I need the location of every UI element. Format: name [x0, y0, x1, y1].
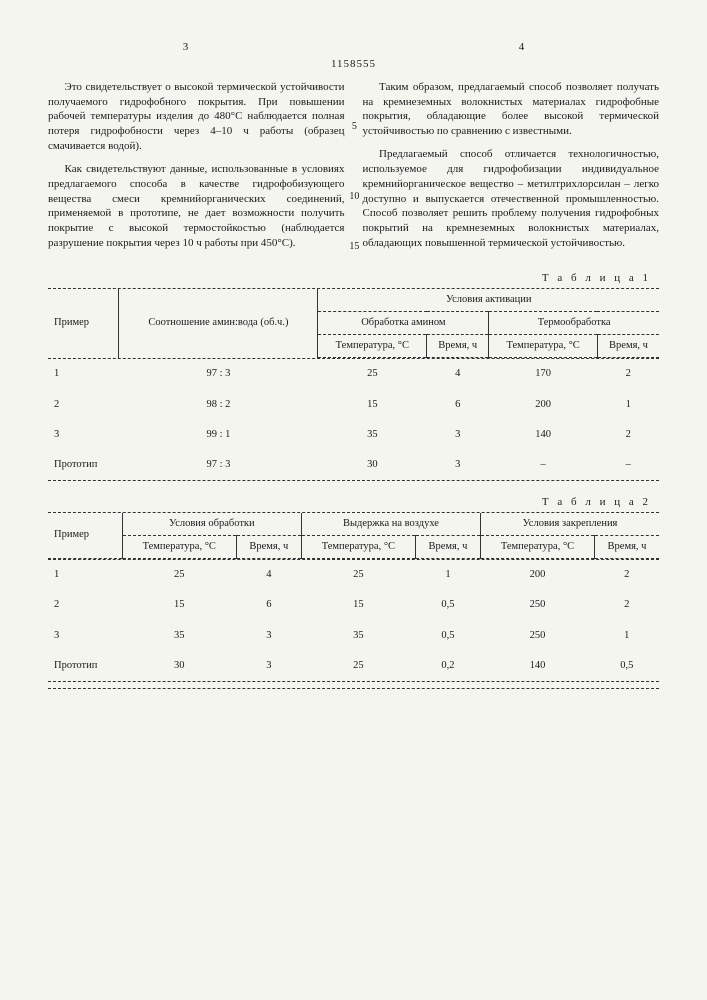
t1-r3-h1: 3	[427, 420, 489, 450]
text-columns: Это свидетельствует о высокой термическо…	[48, 80, 659, 259]
t1-r4-ex: Прототип	[48, 450, 119, 480]
t1-r1-ex: 1	[48, 359, 119, 389]
t2-head-time2: Время, ч	[415, 536, 480, 559]
t1-r2-h2: 1	[597, 390, 659, 420]
t2-r3-h3: 1	[595, 621, 660, 651]
table-row: Прототип 30 3 25 0,2 140 0,5	[48, 651, 659, 681]
t1-r3-t2: 140	[489, 420, 598, 450]
t1-r1-h2: 2	[597, 359, 659, 389]
t1-r3-ratio: 99 : 1	[119, 420, 318, 450]
left-column: Это свидетельствует о высокой термическо…	[48, 80, 345, 259]
document-number: 1158555	[48, 57, 659, 72]
t1-head-time1: Время, ч	[427, 335, 489, 358]
t2-r1-h1: 4	[236, 560, 301, 590]
t1-r2-t2: 200	[489, 390, 598, 420]
t2-r4-t2: 25	[301, 651, 415, 681]
table2-caption: Т а б л и ц а 2	[48, 495, 659, 510]
t1-r1-t2: 170	[489, 359, 598, 389]
t2-r4-t1: 30	[122, 651, 236, 681]
t2-r3-t2: 35	[301, 621, 415, 651]
t1-r4-ratio: 97 : 3	[119, 450, 318, 480]
page-numbers: 3 4	[48, 40, 659, 55]
t1-r4-t1: 30	[318, 450, 427, 480]
t1-r2-ex: 2	[48, 390, 119, 420]
t1-r4-h1: 3	[427, 450, 489, 480]
t2-head-temp2: Температура, °С	[301, 536, 415, 559]
t1-head-temp2: Температура, °С	[489, 335, 598, 358]
t2-r4-h3: 0,5	[595, 651, 660, 681]
right-para-1: Таким образом, предлагаемый способ позво…	[363, 80, 660, 139]
t1-r3-ex: 3	[48, 420, 119, 450]
t2-r2-h2: 0,5	[415, 590, 480, 620]
table-row: 3 99 : 1 35 3 140 2	[48, 420, 659, 450]
t2-r3-t3: 250	[481, 621, 595, 651]
t2-r2-h3: 2	[595, 590, 660, 620]
t2-head-time1: Время, ч	[236, 536, 301, 559]
t1-head-example: Пример	[48, 289, 119, 358]
t2-r1-h2: 1	[415, 560, 480, 590]
line-number-5: 5	[347, 120, 361, 134]
t2-r4-h1: 3	[236, 651, 301, 681]
t1-r3-h2: 2	[597, 420, 659, 450]
t2-head-time3: Время, ч	[595, 536, 660, 559]
t2-r2-t2: 15	[301, 590, 415, 620]
t1-r2-ratio: 98 : 2	[119, 390, 318, 420]
t2-r2-t1: 15	[122, 590, 236, 620]
t2-head-temp1: Температура, °С	[122, 536, 236, 559]
table1-caption: Т а б л и ц а 1	[48, 271, 659, 286]
t2-r1-t3: 200	[481, 560, 595, 590]
table-row: Прототип 97 : 3 30 3 – –	[48, 450, 659, 480]
t1-head-activation: Условия активации	[318, 289, 659, 312]
page-num-right: 4	[384, 40, 659, 55]
t1-r1-ratio: 97 : 3	[119, 359, 318, 389]
line-number-15: 15	[347, 240, 361, 254]
right-para-2: Предлагаемый способ отличается технологи…	[363, 147, 660, 251]
table-row: 1 25 4 25 1 200 2	[48, 560, 659, 590]
left-para-2: Как свидетельствуют данные, использованн…	[48, 162, 345, 251]
t2-head-example: Пример	[48, 513, 122, 559]
table-row: 2 98 : 2 15 6 200 1	[48, 390, 659, 420]
t2-head-processing: Условия обработки	[122, 513, 301, 536]
t1-r2-t1: 15	[318, 390, 427, 420]
t2-r1-h3: 2	[595, 560, 660, 590]
t2-r3-t1: 35	[122, 621, 236, 651]
t1-head-ratio: Соотношение амин:вода (об.ч.)	[119, 289, 318, 358]
t2-r1-ex: 1	[48, 560, 122, 590]
t1-head-thermo: Термообработка	[489, 311, 659, 334]
t2-r3-h1: 3	[236, 621, 301, 651]
t2-r4-t3: 140	[481, 651, 595, 681]
t2-r2-ex: 2	[48, 590, 122, 620]
line-number-10: 10	[347, 190, 361, 204]
t1-r4-h2: –	[597, 450, 659, 480]
t2-head-fixing: Условия закрепления	[481, 513, 659, 536]
t2-r2-t3: 250	[481, 590, 595, 620]
right-column: Таким образом, предлагаемый способ позво…	[363, 80, 660, 259]
t2-head-temp3: Температура, °С	[481, 536, 595, 559]
t2-r4-h2: 0,2	[415, 651, 480, 681]
t1-r3-t1: 35	[318, 420, 427, 450]
t1-r4-t2: –	[489, 450, 598, 480]
t2-r4-ex: Прототип	[48, 651, 122, 681]
table1: Пример Соотношение амин:вода (об.ч.) Усл…	[48, 288, 659, 481]
t1-r1-t1: 25	[318, 359, 427, 389]
t1-head-amine: Обработка амином	[318, 311, 489, 334]
t2-head-airhold: Выдержка на воздухе	[301, 513, 480, 536]
t2-r2-h1: 6	[236, 590, 301, 620]
page: 3 4 1158555 5 10 15 Это свидетельствует …	[0, 0, 707, 1000]
t1-r1-h1: 4	[427, 359, 489, 389]
t1-head-time2: Время, ч	[597, 335, 659, 358]
t2-r3-ex: 3	[48, 621, 122, 651]
t1-r2-h1: 6	[427, 390, 489, 420]
t2-r3-h2: 0,5	[415, 621, 480, 651]
table-row: 2 15 6 15 0,5 250 2	[48, 590, 659, 620]
t1-head-temp1: Температура, °С	[318, 335, 427, 358]
table-row: 1 97 : 3 25 4 170 2	[48, 359, 659, 389]
table2: Пример Условия обработки Выдержка на воз…	[48, 512, 659, 689]
table-row: 3 35 3 35 0,5 250 1	[48, 621, 659, 651]
t2-r1-t1: 25	[122, 560, 236, 590]
left-para-1: Это свидетельствует о высокой термическо…	[48, 80, 345, 154]
t2-r1-t2: 25	[301, 560, 415, 590]
page-num-left: 3	[48, 40, 323, 55]
